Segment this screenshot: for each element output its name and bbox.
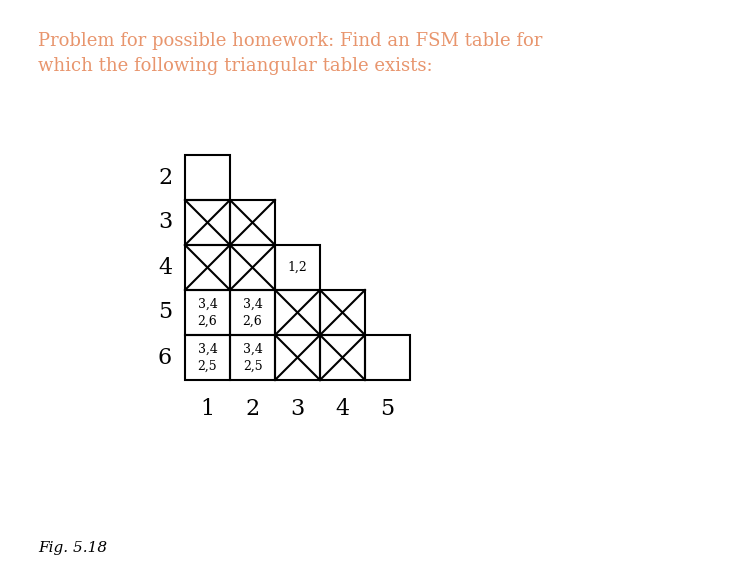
Bar: [230, 245, 275, 290]
Text: 6: 6: [158, 347, 172, 369]
Text: Problem for possible homework: Find an FSM table for: Problem for possible homework: Find an F…: [38, 32, 542, 50]
Text: which the following triangular table exists:: which the following triangular table exi…: [38, 57, 432, 75]
Bar: [230, 335, 275, 380]
Bar: [185, 335, 230, 380]
Text: 2: 2: [158, 166, 172, 188]
Bar: [275, 335, 320, 380]
Text: 3: 3: [290, 398, 305, 420]
Bar: [230, 200, 275, 245]
Text: 3,4
2,6: 3,4 2,6: [243, 297, 262, 328]
Bar: [275, 245, 320, 290]
Text: 1,2: 1,2: [287, 261, 308, 274]
Bar: [185, 200, 230, 245]
Text: 3: 3: [158, 211, 172, 233]
Bar: [185, 155, 230, 200]
Bar: [230, 290, 275, 335]
Bar: [320, 335, 365, 380]
Text: 4: 4: [158, 256, 172, 279]
Text: 2: 2: [246, 398, 259, 420]
Bar: [275, 290, 320, 335]
Text: 5: 5: [158, 301, 172, 324]
Bar: [320, 290, 365, 335]
Text: 1: 1: [200, 398, 215, 420]
Text: Fig. 5.18: Fig. 5.18: [38, 541, 107, 555]
Text: 4: 4: [336, 398, 349, 420]
Bar: [365, 335, 410, 380]
Text: 3,4
2,6: 3,4 2,6: [197, 297, 218, 328]
Text: 3,4
2,5: 3,4 2,5: [197, 343, 218, 373]
Bar: [185, 290, 230, 335]
Text: 5: 5: [380, 398, 395, 420]
Text: 3,4
2,5: 3,4 2,5: [243, 343, 262, 373]
Bar: [185, 245, 230, 290]
